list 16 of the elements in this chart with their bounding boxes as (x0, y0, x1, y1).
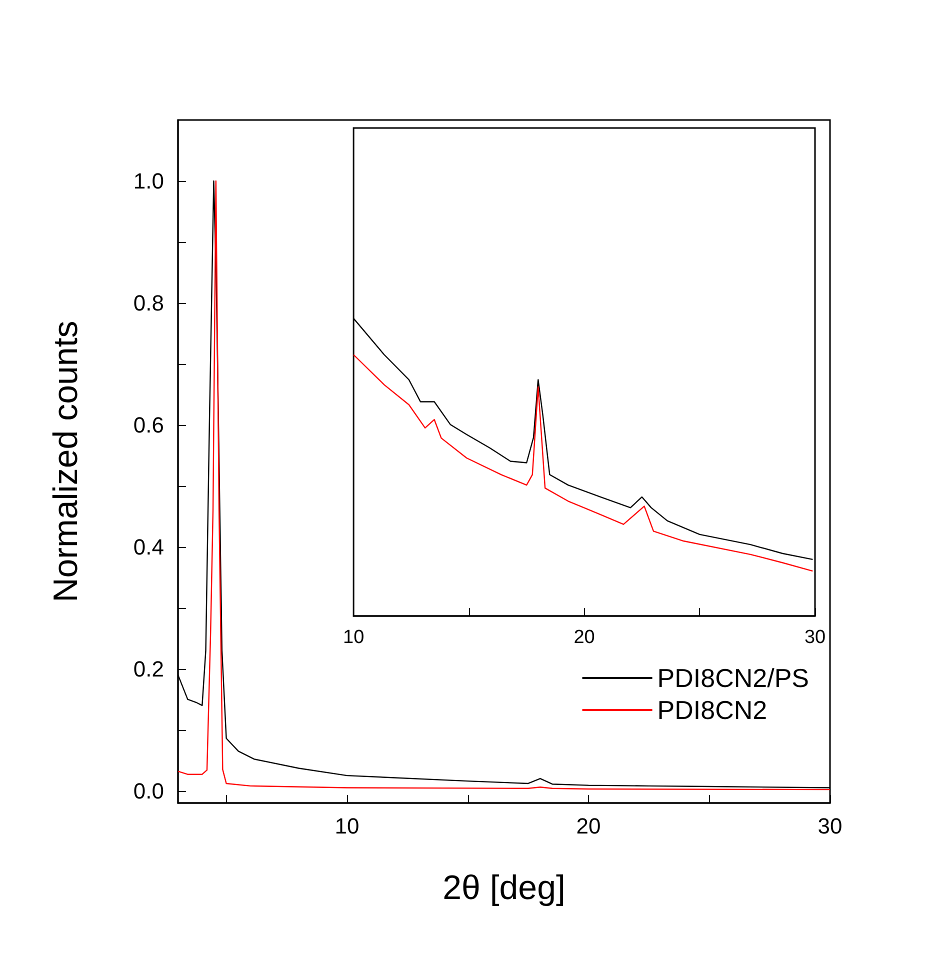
y-axis-title: Normalized counts (47, 320, 85, 602)
x-tick-label: 10 (342, 627, 364, 648)
legend-label: PDI8CN2/PS (657, 663, 810, 693)
x-tick-label: 30 (804, 627, 826, 648)
y-tick-label: 0.8 (133, 290, 164, 316)
x-axis-title: 2θ [deg] (442, 869, 566, 907)
y-tick-label: 0.4 (133, 534, 164, 560)
y-tick-label: 0.0 (133, 778, 164, 804)
x-tick-label: 20 (576, 814, 601, 838)
y-tick-label: 0.2 (133, 656, 164, 682)
x-tick-label: 10 (334, 814, 360, 838)
x-tick-label: 20 (574, 627, 595, 648)
legend-label: PDI8CN2 (657, 695, 768, 725)
x-tick-label: 30 (818, 814, 842, 838)
y-tick-label: 1.0 (133, 168, 164, 194)
y-tick-label: 0.6 (133, 412, 164, 438)
